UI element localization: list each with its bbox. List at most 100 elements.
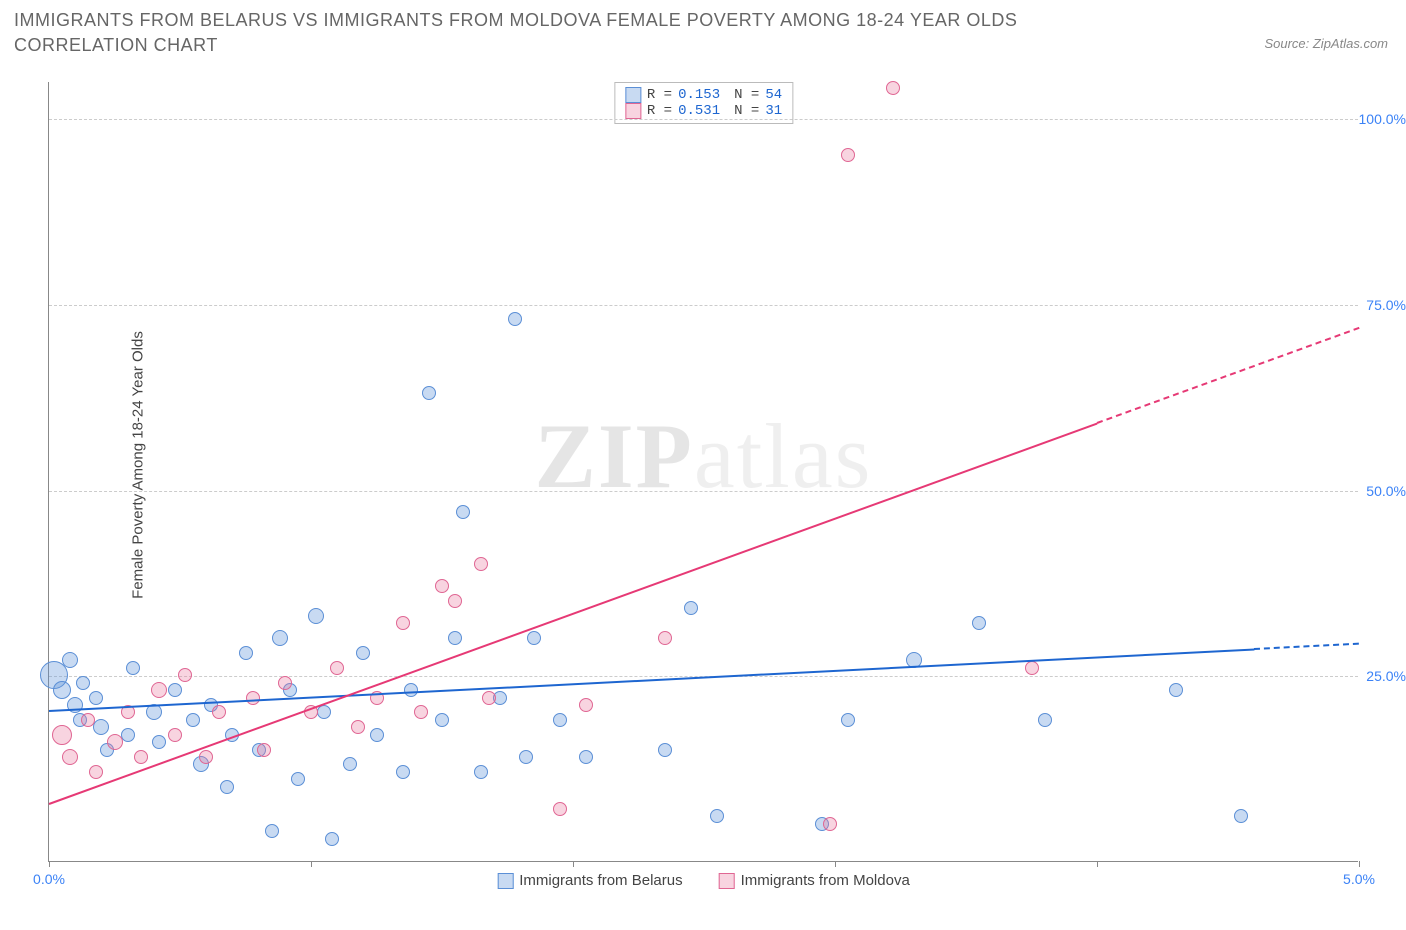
data-point: [107, 734, 123, 750]
data-point: [527, 631, 541, 645]
chart-title: IMMIGRANTS FROM BELARUS VS IMMIGRANTS FR…: [14, 8, 1114, 58]
data-point: [168, 728, 182, 742]
data-point: [199, 750, 213, 764]
series-legend: Immigrants from Belarus Immigrants from M…: [497, 872, 910, 889]
data-point: [291, 772, 305, 786]
data-point: [126, 661, 140, 675]
stats-row: R =0.531N =31: [625, 103, 782, 119]
trend-line: [49, 648, 1254, 712]
data-point: [414, 705, 428, 719]
data-point: [257, 743, 271, 757]
r-label: R =: [647, 87, 672, 103]
legend-item: Immigrants from Moldova: [719, 872, 910, 889]
data-point: [81, 713, 95, 727]
data-point: [265, 824, 279, 838]
data-point: [186, 713, 200, 727]
data-point: [579, 698, 593, 712]
x-tick-label: 5.0%: [1343, 871, 1375, 887]
data-point: [151, 682, 167, 698]
data-point: [356, 646, 370, 660]
legend-label: Immigrants from Belarus: [519, 872, 682, 889]
legend-label: Immigrants from Moldova: [741, 872, 910, 889]
r-label: R =: [647, 103, 672, 119]
data-point: [317, 705, 331, 719]
data-point: [508, 312, 522, 326]
data-point: [52, 725, 72, 745]
data-point: [93, 719, 109, 735]
y-tick-label: 25.0%: [1366, 668, 1406, 684]
x-tick: [1097, 861, 1098, 867]
y-tick-label: 50.0%: [1366, 483, 1406, 499]
data-point: [841, 713, 855, 727]
data-point: [1234, 809, 1248, 823]
data-point: [89, 765, 103, 779]
n-label: N =: [734, 103, 759, 119]
correlation-stats-legend: R =0.153N =54R =0.531N =31: [614, 82, 793, 124]
data-point: [278, 676, 292, 690]
scatter-plot-area: ZIPatlas R =0.153N =54R =0.531N =31 Immi…: [48, 82, 1358, 862]
data-point: [474, 765, 488, 779]
watermark: ZIPatlas: [535, 403, 873, 509]
data-point: [422, 386, 436, 400]
data-point: [134, 750, 148, 764]
data-point: [168, 683, 182, 697]
data-point: [474, 557, 488, 571]
data-point: [178, 668, 192, 682]
n-label: N =: [734, 87, 759, 103]
data-point: [1038, 713, 1052, 727]
data-point: [482, 691, 496, 705]
data-point: [841, 148, 855, 162]
data-point: [1025, 661, 1039, 675]
data-point: [308, 608, 324, 624]
legend-item: Immigrants from Belarus: [497, 872, 682, 889]
data-point: [456, 505, 470, 519]
data-point: [684, 601, 698, 615]
data-point: [886, 81, 900, 95]
data-point: [658, 631, 672, 645]
data-point: [435, 579, 449, 593]
trend-line: [1097, 327, 1360, 424]
r-value: 0.153: [678, 87, 720, 103]
data-point: [53, 681, 71, 699]
legend-swatch: [497, 873, 513, 889]
data-point: [62, 652, 78, 668]
legend-swatch: [719, 873, 735, 889]
source-attribution: Source: ZipAtlas.com: [1264, 36, 1388, 51]
x-tick: [49, 861, 50, 867]
data-point: [396, 765, 410, 779]
data-point: [579, 750, 593, 764]
data-point: [330, 661, 344, 675]
data-point: [343, 757, 357, 771]
data-point: [121, 728, 135, 742]
y-tick-label: 75.0%: [1366, 297, 1406, 313]
data-point: [246, 691, 260, 705]
stats-row: R =0.153N =54: [625, 87, 782, 103]
trend-line: [49, 422, 1098, 804]
data-point: [448, 631, 462, 645]
data-point: [519, 750, 533, 764]
data-point: [370, 728, 384, 742]
gridline: [49, 305, 1358, 306]
data-point: [351, 720, 365, 734]
data-point: [710, 809, 724, 823]
x-tick: [573, 861, 574, 867]
data-point: [152, 735, 166, 749]
y-tick-label: 100.0%: [1359, 111, 1406, 127]
gridline: [49, 119, 1358, 120]
x-tick-label: 0.0%: [33, 871, 65, 887]
x-tick: [835, 861, 836, 867]
data-point: [272, 630, 288, 646]
x-tick: [311, 861, 312, 867]
data-point: [76, 676, 90, 690]
data-point: [325, 832, 339, 846]
data-point: [823, 817, 837, 831]
data-point: [62, 749, 78, 765]
data-point: [404, 683, 418, 697]
n-value: 31: [765, 103, 782, 119]
data-point: [553, 802, 567, 816]
data-point: [1169, 683, 1183, 697]
data-point: [553, 713, 567, 727]
x-tick: [1359, 861, 1360, 867]
data-point: [89, 691, 103, 705]
data-point: [239, 646, 253, 660]
